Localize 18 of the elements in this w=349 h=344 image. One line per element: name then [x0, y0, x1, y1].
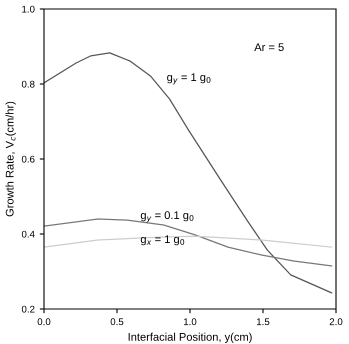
y-tick-label: 0.6 [22, 156, 35, 163]
y-tick-label: 0.4 [22, 230, 35, 238]
series-label: g$_{y}$ = 0.1 g$_{0}$ [140, 211, 194, 222]
x-axis-title: Interfacial Position, y(cm) [128, 332, 252, 344]
x-tick-label: 1.5 [256, 318, 270, 326]
x-tick-label: 2.0 [330, 318, 342, 326]
series-label: g$_{y}$ = 1 g$_{0}$ [167, 73, 210, 84]
y-tick-label: 0.2 [22, 306, 34, 313]
y-tick-label: 1.0 [22, 6, 35, 13]
line-series [44, 236, 332, 248]
y-axis-title: Growth Rate, V$_{c}$(cm/hr) [5, 102, 16, 216]
x-tick-label: 1.0 [184, 318, 196, 326]
series-label: g$_{x}$ = 1 g$_{0}$ [140, 235, 184, 246]
x-tick-label: 0.5 [110, 318, 124, 326]
annotation: Ar = 5 [254, 43, 284, 52]
y-tick-label: 0.8 [22, 80, 35, 88]
x-tick-label: 0.0 [38, 318, 50, 326]
line-series [44, 52, 332, 294]
